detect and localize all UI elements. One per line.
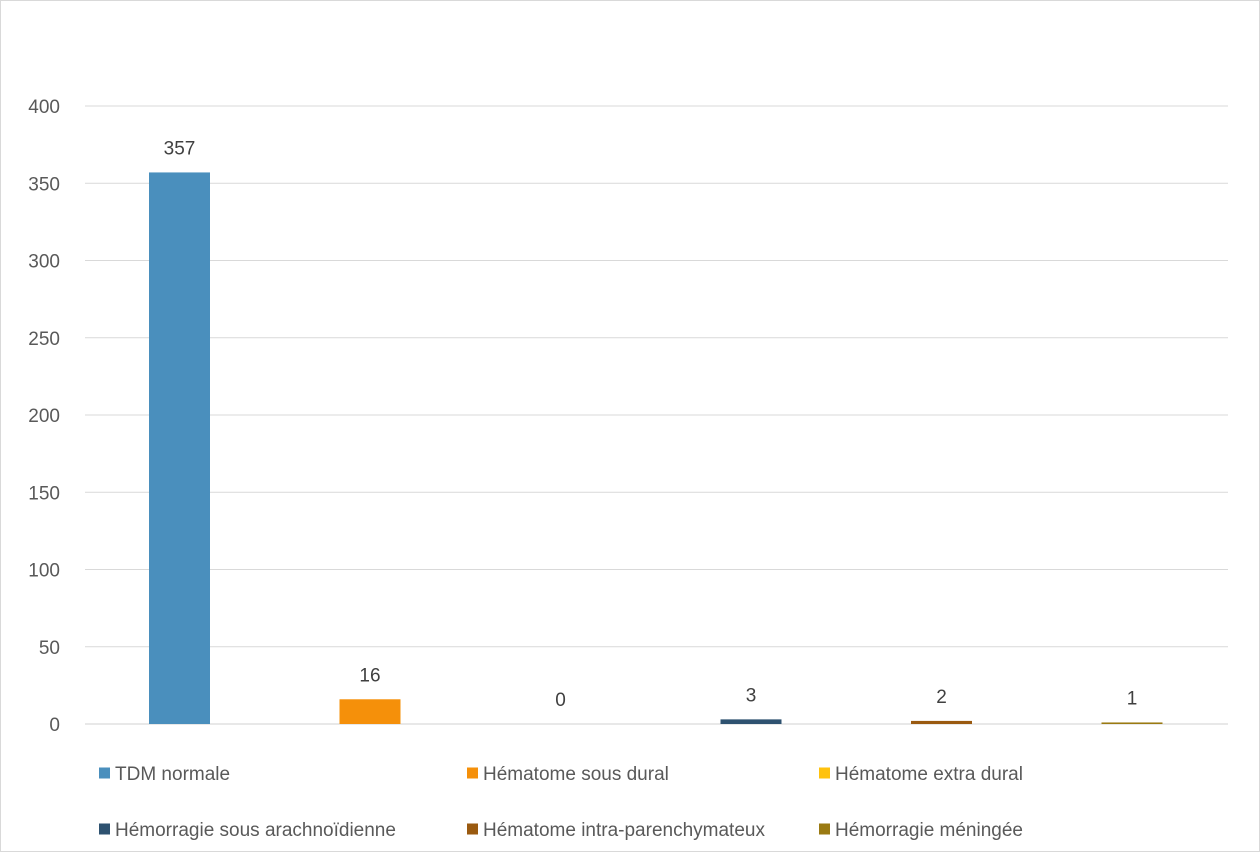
bar: [149, 172, 210, 724]
legend-label: Hématome intra-parenchymateux: [483, 820, 765, 841]
legend-label: Hémorragie sous arachnoïdienne: [115, 820, 396, 841]
y-tick-label: 0: [49, 715, 60, 736]
legend-label: Hématome sous dural: [483, 764, 669, 785]
y-axis-ticks: 0 50 100 150 200 250 300 350 400: [28, 97, 60, 736]
legend-label: TDM normale: [115, 764, 230, 785]
y-tick-label: 200: [28, 406, 60, 427]
legend-item: Hématome intra-parenchymateux: [467, 820, 765, 841]
legend-item: TDM normale: [99, 764, 230, 785]
bar: [1101, 722, 1163, 724]
data-label: 1: [1127, 688, 1138, 709]
y-tick-label: 250: [28, 329, 60, 350]
bars: [149, 172, 1163, 724]
data-label: 16: [359, 665, 380, 686]
data-label: 3: [746, 685, 757, 706]
legend-swatch: [467, 767, 478, 779]
legend-swatch: [467, 823, 478, 835]
legend-label: Hémorragie méningée: [835, 820, 1023, 841]
bar: [720, 719, 782, 724]
data-labels: 357 16 0 3 2 1: [164, 138, 1138, 711]
legend-swatch: [819, 823, 830, 835]
y-tick-label: 150: [28, 483, 60, 504]
y-tick-label: 400: [28, 97, 60, 118]
legend-swatch: [99, 767, 110, 779]
gridlines: [85, 105, 1228, 725]
bar: [911, 720, 972, 724]
legend-swatch: [819, 767, 830, 779]
legend-item: Hématome sous dural: [467, 764, 669, 785]
data-label: 357: [164, 138, 196, 159]
y-tick-label: 50: [39, 638, 60, 659]
y-tick-label: 100: [28, 561, 60, 582]
y-tick-label: 350: [28, 174, 60, 195]
legend: TDM normale Hématome sous dural Hématome e…: [99, 764, 1023, 841]
y-tick-label: 300: [28, 252, 60, 273]
legend-item: Hémorragie méningée: [819, 820, 1023, 841]
legend-item: Hématome extra dural: [819, 764, 1023, 785]
bar: [339, 699, 401, 724]
data-label: 0: [555, 690, 566, 711]
legend-label: Hématome extra dural: [835, 764, 1023, 785]
legend-item: Hémorragie sous arachnoïdienne: [99, 820, 396, 841]
data-label: 2: [936, 687, 947, 708]
legend-swatch: [99, 823, 110, 835]
